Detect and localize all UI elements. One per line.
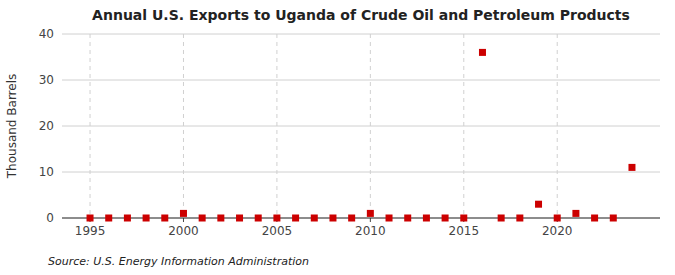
point	[161, 215, 168, 222]
y-tick-label: 10	[39, 165, 54, 179]
point	[292, 215, 299, 222]
x-tick-label: 2005	[262, 224, 293, 238]
point	[404, 215, 411, 222]
point	[479, 49, 486, 56]
x-tick-mark	[370, 218, 371, 222]
x-tick-label: 2010	[355, 224, 386, 238]
x-grid-line	[183, 34, 184, 218]
point	[572, 210, 579, 217]
y-grid-line	[62, 126, 660, 127]
point	[367, 210, 374, 217]
x-tick-label: 2020	[542, 224, 573, 238]
point	[591, 215, 598, 222]
y-axis-label: Thousand Barrels	[5, 74, 19, 179]
y-tick-label: 20	[39, 119, 54, 133]
x-grid-line	[463, 34, 464, 218]
chart-svg: Annual U.S. Exports to Uganda of Crude O…	[0, 0, 675, 275]
y-grid-line	[62, 80, 660, 81]
x-tick-mark	[183, 218, 184, 222]
point	[311, 215, 318, 222]
y-tick-label: 0	[46, 211, 54, 225]
point	[255, 215, 262, 222]
y-grid-line	[62, 34, 660, 35]
source-note: Source: U.S. Energy Information Administ…	[48, 255, 309, 268]
x-tick-label: 2015	[449, 224, 480, 238]
grid	[62, 34, 660, 218]
point	[386, 215, 393, 222]
points	[87, 49, 636, 222]
y-grid-line	[62, 172, 660, 173]
x-grid-line	[276, 34, 277, 218]
point	[124, 215, 131, 222]
point	[180, 210, 187, 217]
point	[217, 215, 224, 222]
x-grid-line	[370, 34, 371, 218]
x-axis-line	[62, 217, 660, 218]
point	[554, 215, 561, 222]
point	[460, 215, 467, 222]
point	[105, 215, 112, 222]
point	[273, 215, 280, 222]
point	[143, 215, 150, 222]
x-tick-label: 2000	[168, 224, 199, 238]
point	[610, 215, 617, 222]
y-tick-label: 30	[39, 73, 54, 87]
point	[628, 164, 635, 171]
point	[87, 215, 94, 222]
point	[535, 201, 542, 208]
axes: 0 10 20 30 40 1995 2000 2005 2010 2015 2020	[39, 27, 660, 238]
x-tick-label: 1995	[75, 224, 106, 238]
x-grid-line	[90, 34, 91, 218]
point	[516, 215, 523, 222]
y-grid-line	[62, 218, 660, 219]
point	[348, 215, 355, 222]
point	[329, 215, 336, 222]
point	[498, 215, 505, 222]
x-grid-line	[557, 34, 558, 218]
chart-container: Annual U.S. Exports to Uganda of Crude O…	[0, 0, 675, 275]
point	[423, 215, 430, 222]
point	[236, 215, 243, 222]
title: Annual U.S. Exports to Uganda of Crude O…	[92, 7, 630, 23]
y-tick-label: 40	[39, 27, 54, 41]
point	[442, 215, 449, 222]
point	[199, 215, 206, 222]
